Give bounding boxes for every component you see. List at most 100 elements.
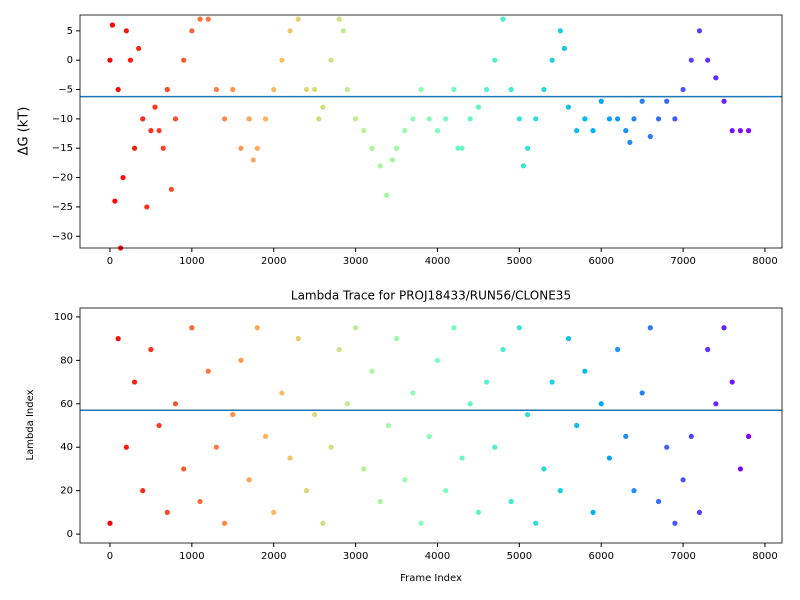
point <box>123 444 129 450</box>
point <box>737 466 744 472</box>
point <box>729 128 735 134</box>
point <box>238 357 244 363</box>
point <box>131 379 138 385</box>
point <box>606 455 613 461</box>
point <box>250 157 256 163</box>
point <box>172 116 179 122</box>
x-tick-label: 1000 <box>179 551 204 562</box>
point <box>680 86 686 93</box>
point <box>614 346 621 353</box>
point <box>213 86 220 93</box>
point <box>627 139 633 145</box>
point <box>623 128 629 134</box>
x-tick-label: 8000 <box>752 256 777 267</box>
point <box>164 86 170 93</box>
point <box>369 145 375 151</box>
x-tick-label: 0 <box>107 256 113 267</box>
point <box>467 116 473 122</box>
point <box>189 28 195 34</box>
point <box>205 368 211 374</box>
point <box>181 466 187 472</box>
y-tick-label: 40 <box>60 442 73 453</box>
point <box>181 57 187 63</box>
point <box>606 116 613 122</box>
point <box>361 128 367 134</box>
point <box>123 28 129 34</box>
x-axis-label: Frame Index <box>400 573 462 584</box>
point <box>312 86 318 93</box>
x-tick-label: 8000 <box>752 551 777 562</box>
point <box>590 509 596 515</box>
point <box>144 204 150 210</box>
point <box>672 116 678 122</box>
point <box>582 116 588 122</box>
x-tick-label: 4000 <box>425 256 450 267</box>
point <box>443 488 449 494</box>
y-tick-label: −15 <box>52 143 73 154</box>
point <box>287 455 293 461</box>
point <box>246 477 252 483</box>
point <box>713 75 719 81</box>
point <box>582 368 588 374</box>
point <box>492 57 498 63</box>
point <box>434 357 441 363</box>
point <box>213 444 220 450</box>
point <box>574 422 580 429</box>
x-tick-label: 6000 <box>588 256 613 267</box>
point <box>352 116 359 122</box>
axes-frame <box>79 307 783 544</box>
point <box>140 488 146 494</box>
point <box>312 412 318 418</box>
point <box>647 325 653 331</box>
y-tick-label: 100 <box>54 312 73 323</box>
point <box>590 128 596 134</box>
point <box>623 433 629 439</box>
point <box>516 325 522 331</box>
y-axis-label: Lambda Index <box>25 389 36 460</box>
y-tick-label: 5 <box>67 26 73 37</box>
point <box>389 157 396 163</box>
axes-frame <box>79 14 783 249</box>
point <box>574 128 580 134</box>
point <box>205 16 211 22</box>
y-tick-label: 60 <box>60 399 73 410</box>
chart-title: Lambda Trace for PROJ18433/RUN56/CLONE35 <box>291 289 571 303</box>
point <box>549 379 555 385</box>
point <box>508 498 514 505</box>
point <box>352 325 359 331</box>
point <box>688 57 694 63</box>
point <box>328 444 334 450</box>
point <box>541 466 547 472</box>
point <box>361 466 367 472</box>
point <box>410 390 416 396</box>
point <box>316 116 322 122</box>
point <box>631 488 637 494</box>
point <box>721 325 727 331</box>
point <box>221 520 228 526</box>
point <box>533 520 539 526</box>
point <box>459 145 465 151</box>
y-tick-label: 0 <box>67 529 73 540</box>
point <box>254 325 260 331</box>
point <box>418 520 424 526</box>
point <box>254 145 260 151</box>
point <box>295 336 301 342</box>
point <box>655 116 662 122</box>
point <box>160 145 166 151</box>
x-tick-label: 5000 <box>507 256 532 267</box>
point <box>745 128 752 134</box>
point <box>344 86 351 93</box>
point <box>745 433 752 439</box>
point <box>655 498 662 505</box>
point <box>197 16 203 22</box>
point <box>664 444 670 450</box>
point <box>262 433 269 439</box>
point <box>524 412 531 418</box>
x-tick-label: 3000 <box>343 256 368 267</box>
point <box>713 401 719 407</box>
point <box>524 145 531 151</box>
point <box>696 28 703 34</box>
point <box>631 116 637 122</box>
point <box>107 520 113 526</box>
